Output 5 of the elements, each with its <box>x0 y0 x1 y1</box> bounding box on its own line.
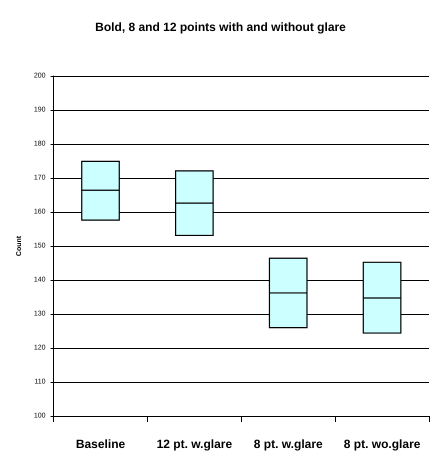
x-tick-label: 8 pt. wo.glare <box>344 437 421 451</box>
x-tick-label: 8 pt. w.glare <box>254 437 323 451</box>
chart-title: Bold, 8 and 12 points with and without glare <box>95 20 346 34</box>
x-tick-label: 12 pt. w.glare <box>156 437 232 451</box>
x-tick-label: Baseline <box>76 437 126 451</box>
